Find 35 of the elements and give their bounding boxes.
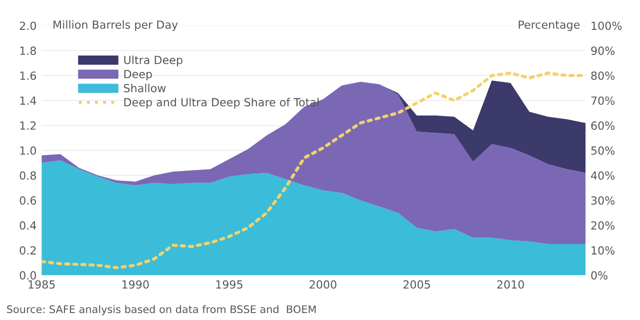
y-tick-label: 1.2 xyxy=(20,121,36,130)
legend-label: Shallow xyxy=(124,84,166,92)
x-tick-label: 1985 xyxy=(28,280,55,289)
x-tick-label: 2000 xyxy=(310,280,336,289)
y2-tick-label: 90% xyxy=(591,46,615,55)
y-tick-label: 1.8 xyxy=(20,46,36,55)
y-tick-label: 2.0 xyxy=(20,22,36,30)
y2-tick-label: 70% xyxy=(591,96,615,105)
y2-tick-label: 80% xyxy=(591,71,615,80)
y2-tick-label: 20% xyxy=(591,221,615,230)
y-axis-title: Million Barrels per Day xyxy=(54,20,178,31)
legend-label: Deep and Ultra Deep Share of Total xyxy=(124,98,319,109)
y2-tick-label: 50% xyxy=(591,146,615,155)
y-tick-label: 0.0 xyxy=(20,271,36,280)
y-tick-label: 0.2 xyxy=(20,246,36,255)
y2-tick-label: 40% xyxy=(591,171,615,180)
x-tick-label: 2005 xyxy=(403,280,430,289)
y-tick-label: 1.6 xyxy=(20,71,36,80)
y2-tick-label: 30% xyxy=(591,196,615,205)
y2-tick-label: 0% xyxy=(591,271,608,280)
x-tick-label: 1990 xyxy=(122,280,149,289)
x-tick-label: 2010 xyxy=(497,280,524,289)
y-tick-label: 1.0 xyxy=(20,146,36,155)
y-tick-label: 0.4 xyxy=(20,221,36,230)
y2-tick-label: 10% xyxy=(592,246,615,255)
x-tick-label: 1995 xyxy=(216,280,242,289)
y-tick-label: 0.8 xyxy=(20,171,36,180)
y-tick-label: 1.4 xyxy=(20,96,36,105)
y2-tick-label: 60% xyxy=(591,121,615,130)
source-note: Source: SAFE analysis based on data from BSSE and BOEM xyxy=(7,305,316,316)
legend-label: Deep xyxy=(124,70,152,80)
y2-tick-label: 100% xyxy=(592,22,622,30)
y-tick-label: 0.6 xyxy=(20,196,36,205)
y2-axis-title: Percentage xyxy=(518,20,580,31)
legend-label: Ultra Deep xyxy=(124,56,182,66)
